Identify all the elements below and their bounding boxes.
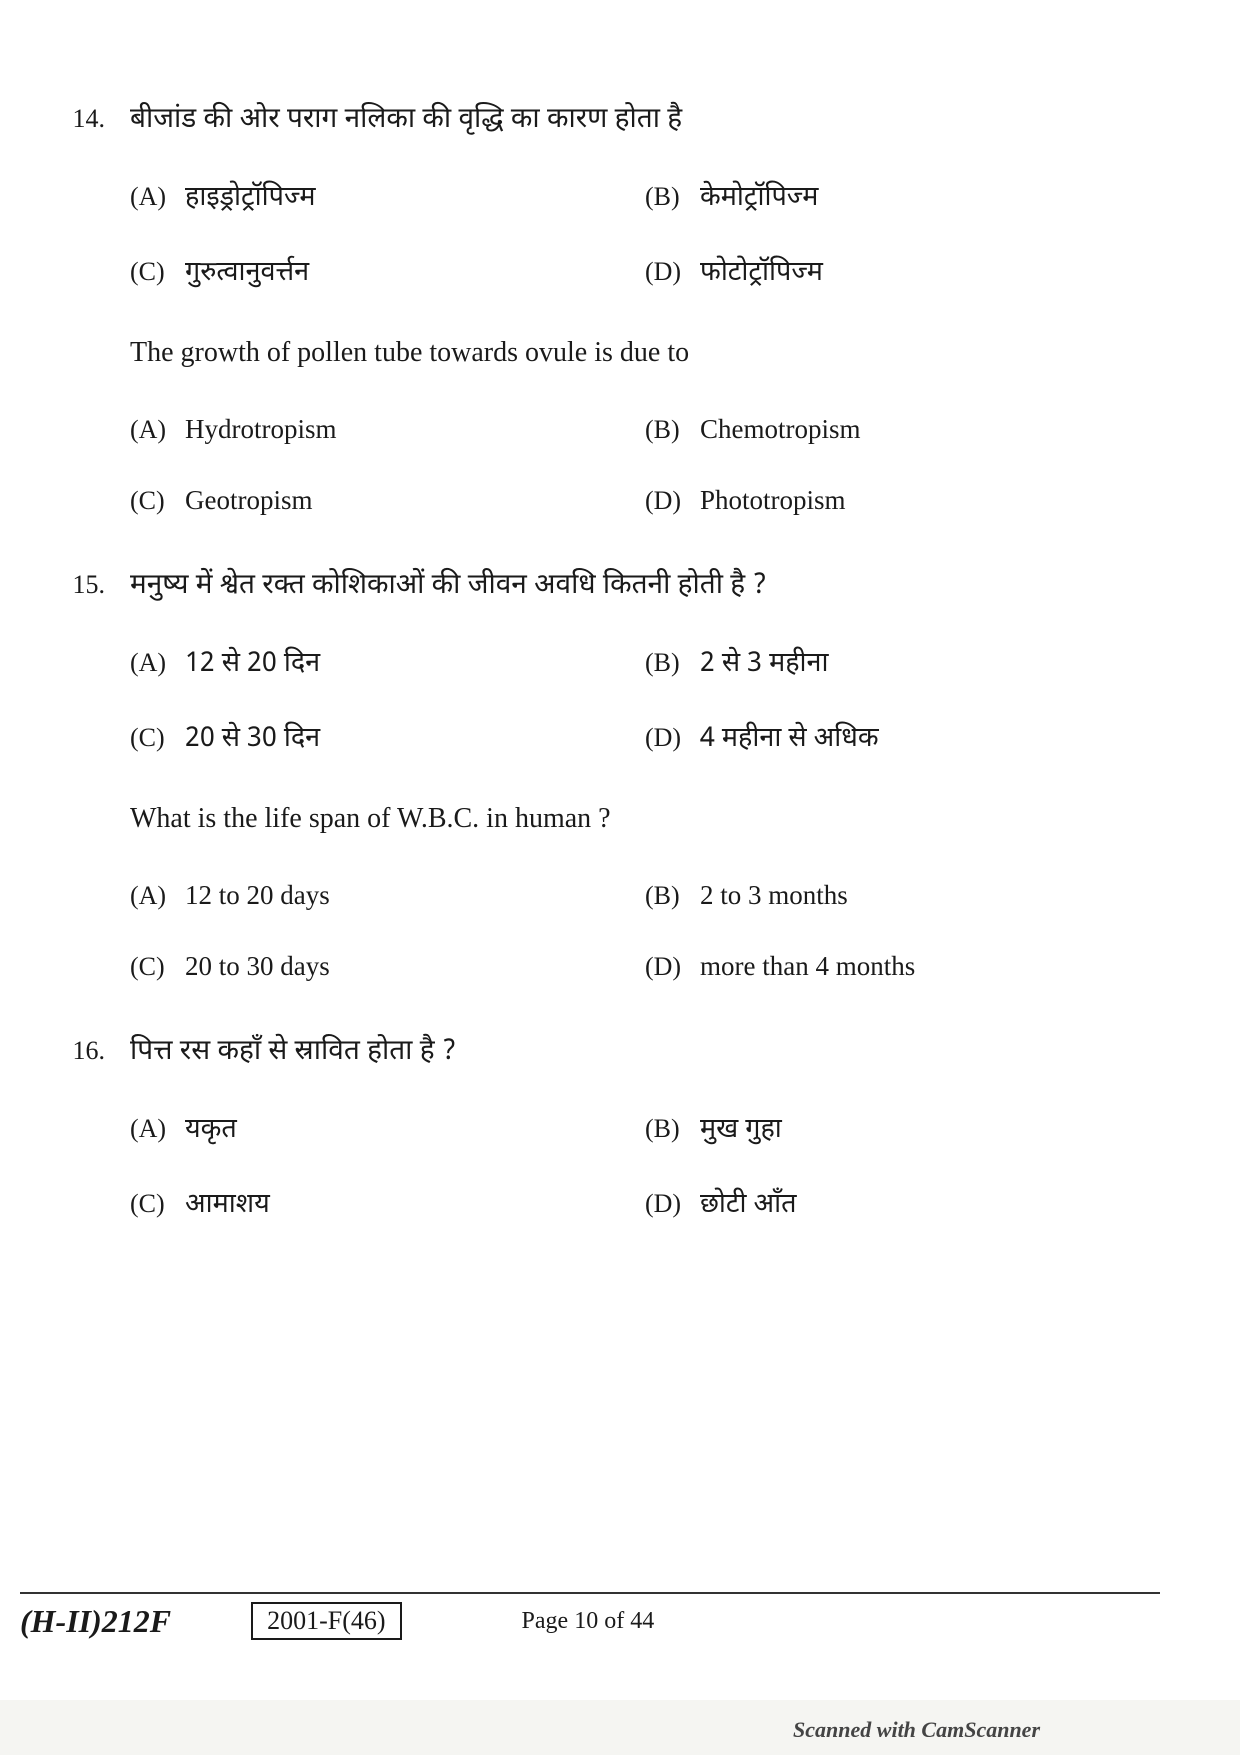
exam-page: 14. बीजांड की ओर पराग नलिका की वृद्धि का… [0,0,1240,1700]
option-a: (A) 12 to 20 days [130,880,645,911]
option-text: 2 से 3 महीना [700,648,829,683]
question-text-hindi: पित्त रस कहाँ से स्रावित होता है ? [130,1032,1160,1074]
question-text-english: What is the life span of W.B.C. in human… [130,798,1160,840]
option-text: 20 to 30 days [185,951,330,982]
option-label: (A) [130,182,185,212]
option-text: Hydrotropism [185,414,337,445]
question-text-hindi: मनुष्य में श्वेत रक्त कोशिकाओं की जीवन अ… [130,566,1160,608]
option-c: (C) Geotropism [130,485,645,516]
option-a: (A) 12 से 20 दिन [130,648,645,683]
question-number: 14. [60,104,130,134]
question-text-english: The growth of pollen tube towards ovule … [130,332,1160,374]
option-text: केमोट्रॉपिज्म [700,182,818,217]
option-a: (A) हाइड्रोट्रॉपिज्म [130,182,645,217]
option-b: (B) केमोट्रॉपिज्म [645,182,1160,217]
option-text: आमाशय [185,1189,270,1224]
option-label: (A) [130,1114,185,1144]
option-label: (B) [645,182,700,212]
option-label: (C) [130,486,185,516]
question-text-hindi: बीजांड की ओर पराग नलिका की वृद्धि का कार… [130,100,1160,142]
option-label: (C) [130,723,185,753]
scanned-watermark: Scanned with CamScanner [793,1717,1040,1743]
option-d: (D) फोटोट्रॉपिज्म [645,257,1160,292]
question-16: 16. पित्त रस कहाँ से स्रावित होता है ? (… [60,1032,1160,1224]
option-text: छोटी आँत [700,1189,797,1224]
option-label: (B) [645,415,700,445]
option-label: (B) [645,1114,700,1144]
option-text: 12 to 20 days [185,880,330,911]
footer-page-number: Page 10 of 44 [522,1608,655,1635]
option-text: 4 महीना से अधिक [700,723,879,758]
option-label: (D) [645,486,700,516]
option-c: (C) 20 to 30 days [130,951,645,982]
option-label: (D) [645,723,700,753]
question-14: 14. बीजांड की ओर पराग नलिका की वृद्धि का… [60,100,1160,516]
option-a: (A) Hydrotropism [130,414,645,445]
footer-box: 2001-F(46) [251,1602,401,1640]
footer-code: (H-II)212F [20,1603,171,1640]
option-text: 2 to 3 months [700,880,848,911]
option-c: (C) 20 से 30 दिन [130,723,645,758]
option-b: (B) Chemotropism [645,414,1160,445]
option-text: Chemotropism [700,414,861,445]
option-text: Phototropism [700,485,846,516]
option-a: (A) यकृत [130,1114,645,1149]
option-label: (B) [645,881,700,911]
option-text: हाइड्रोट्रॉपिज्म [185,182,316,217]
option-text: यकृत [185,1114,237,1149]
option-label: (D) [645,257,700,287]
option-d: (D) 4 महीना से अधिक [645,723,1160,758]
question-number: 15. [60,570,130,600]
option-label: (C) [130,1189,185,1219]
option-d: (D) छोटी आँत [645,1189,1160,1224]
option-b: (B) 2 to 3 months [645,880,1160,911]
option-label: (B) [645,648,700,678]
page-footer: (H-II)212F 2001-F(46) Page 10 of 44 [20,1592,1160,1640]
option-c: (C) गुरुत्वानुवर्त्तन [130,257,645,292]
option-text: 20 से 30 दिन [185,723,320,758]
option-label: (C) [130,952,185,982]
option-c: (C) आमाशय [130,1189,645,1224]
option-label: (D) [645,1189,700,1219]
option-text: मुख गुहा [700,1114,782,1149]
option-label: (D) [645,952,700,982]
option-text: फोटोट्रॉपिज्म [700,257,823,292]
question-15: 15. मनुष्य में श्वेत रक्त कोशिकाओं की जी… [60,566,1160,982]
option-label: (A) [130,881,185,911]
option-d: (D) Phototropism [645,485,1160,516]
option-d: (D) more than 4 months [645,951,1160,982]
option-b: (B) मुख गुहा [645,1114,1160,1149]
option-text: more than 4 months [700,951,915,982]
option-text: 12 से 20 दिन [185,648,320,683]
option-text: Geotropism [185,485,313,516]
question-number: 16. [60,1036,130,1066]
option-text: गुरुत्वानुवर्त्तन [185,257,309,292]
option-label: (A) [130,648,185,678]
option-label: (C) [130,257,185,287]
option-label: (A) [130,415,185,445]
option-b: (B) 2 से 3 महीना [645,648,1160,683]
